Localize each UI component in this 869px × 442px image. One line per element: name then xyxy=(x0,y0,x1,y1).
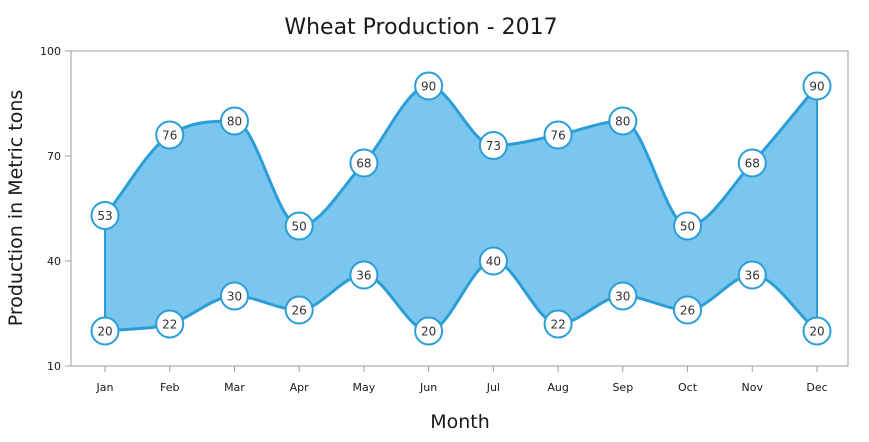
x-tick-label: May xyxy=(353,381,376,394)
y-axis-ticks: 10 40 70 100 xyxy=(40,45,71,373)
high-data-label: 50 xyxy=(292,220,307,234)
x-tick-label: Nov xyxy=(742,381,764,394)
x-tick-label: Jan xyxy=(96,381,114,394)
high-data-point xyxy=(414,71,444,101)
plot-area xyxy=(70,50,849,367)
x-axis-title: Month xyxy=(430,411,490,433)
high-data-point xyxy=(543,120,573,150)
high-data-label: 76 xyxy=(162,129,177,143)
low-data-label: 20 xyxy=(421,325,436,339)
x-tick-label: Jun xyxy=(419,381,437,394)
high-data-point xyxy=(219,106,249,136)
high-data-label: 76 xyxy=(550,129,565,143)
low-data-label: 20 xyxy=(809,325,824,339)
y-axis-title: Production in Metric tons xyxy=(5,90,27,327)
high-data-point xyxy=(349,148,379,178)
x-tick-label: Oct xyxy=(678,381,698,394)
y-tick-label: 70 xyxy=(47,150,61,163)
x-tick-label: Feb xyxy=(160,381,179,394)
low-data-point xyxy=(349,260,379,290)
high-data-point xyxy=(478,131,508,160)
data-markers: 53 76 80 50 68 90 73 76 80 50 68 90 20 22 30 26 36 20 40 22… xyxy=(90,71,832,346)
y-tick-label: 100 xyxy=(40,45,61,58)
x-tick-label: Mar xyxy=(224,381,245,394)
low-data-point xyxy=(608,281,638,311)
high-data-label: 90 xyxy=(809,80,824,94)
low-data-label: 26 xyxy=(292,304,307,318)
low-data-label: 20 xyxy=(97,325,112,339)
low-data-point xyxy=(155,309,185,339)
low-data-point xyxy=(737,260,767,290)
high-data-point xyxy=(608,106,638,136)
low-data-point xyxy=(673,295,703,325)
high-data-label: 68 xyxy=(745,157,760,171)
plot-border xyxy=(70,50,849,367)
x-tick-label: Jul xyxy=(486,381,500,394)
high-data-label: 53 xyxy=(97,209,112,223)
x-tick-label: Aug xyxy=(547,381,568,394)
high-data-label: 50 xyxy=(680,220,695,234)
low-data-label: 36 xyxy=(356,269,371,283)
low-data-label: 40 xyxy=(486,255,501,269)
high-data-point xyxy=(284,211,314,241)
low-data-point xyxy=(219,281,249,311)
low-data-label: 26 xyxy=(680,304,695,318)
high-data-point xyxy=(155,120,185,150)
y-tick-label: 10 xyxy=(47,360,61,373)
x-tick-label: Sep xyxy=(612,381,633,394)
high-data-label: 80 xyxy=(227,115,242,129)
high-data-point xyxy=(737,148,767,178)
low-data-point xyxy=(543,309,573,339)
low-data-label: 22 xyxy=(162,318,177,332)
y-tick-label: 40 xyxy=(47,255,61,268)
low-data-point xyxy=(478,246,508,276)
low-data-point xyxy=(414,316,444,346)
low-data-label: 36 xyxy=(745,269,760,283)
low-data-label: 22 xyxy=(550,318,565,332)
x-axis-ticks: Jan Feb Mar Apr May Jun Jul Aug Sep Oct Nov Dec xyxy=(96,366,828,394)
low-data-point xyxy=(284,295,314,325)
high-data-label: 90 xyxy=(421,80,436,94)
low-data-point xyxy=(802,316,832,346)
high-data-label: 73 xyxy=(486,139,501,153)
high-data-label: 80 xyxy=(615,115,630,129)
high-data-point xyxy=(802,71,832,101)
low-data-label: 30 xyxy=(227,290,242,304)
high-data-label: 68 xyxy=(356,157,371,171)
x-tick-label: Dec xyxy=(806,381,827,394)
low-data-label: 30 xyxy=(615,290,630,304)
low-data-point xyxy=(90,316,120,346)
chart-title: Wheat Production - 2017 xyxy=(284,15,557,40)
x-tick-label: Apr xyxy=(290,381,310,394)
high-data-point xyxy=(90,201,120,230)
high-data-point xyxy=(673,211,703,241)
